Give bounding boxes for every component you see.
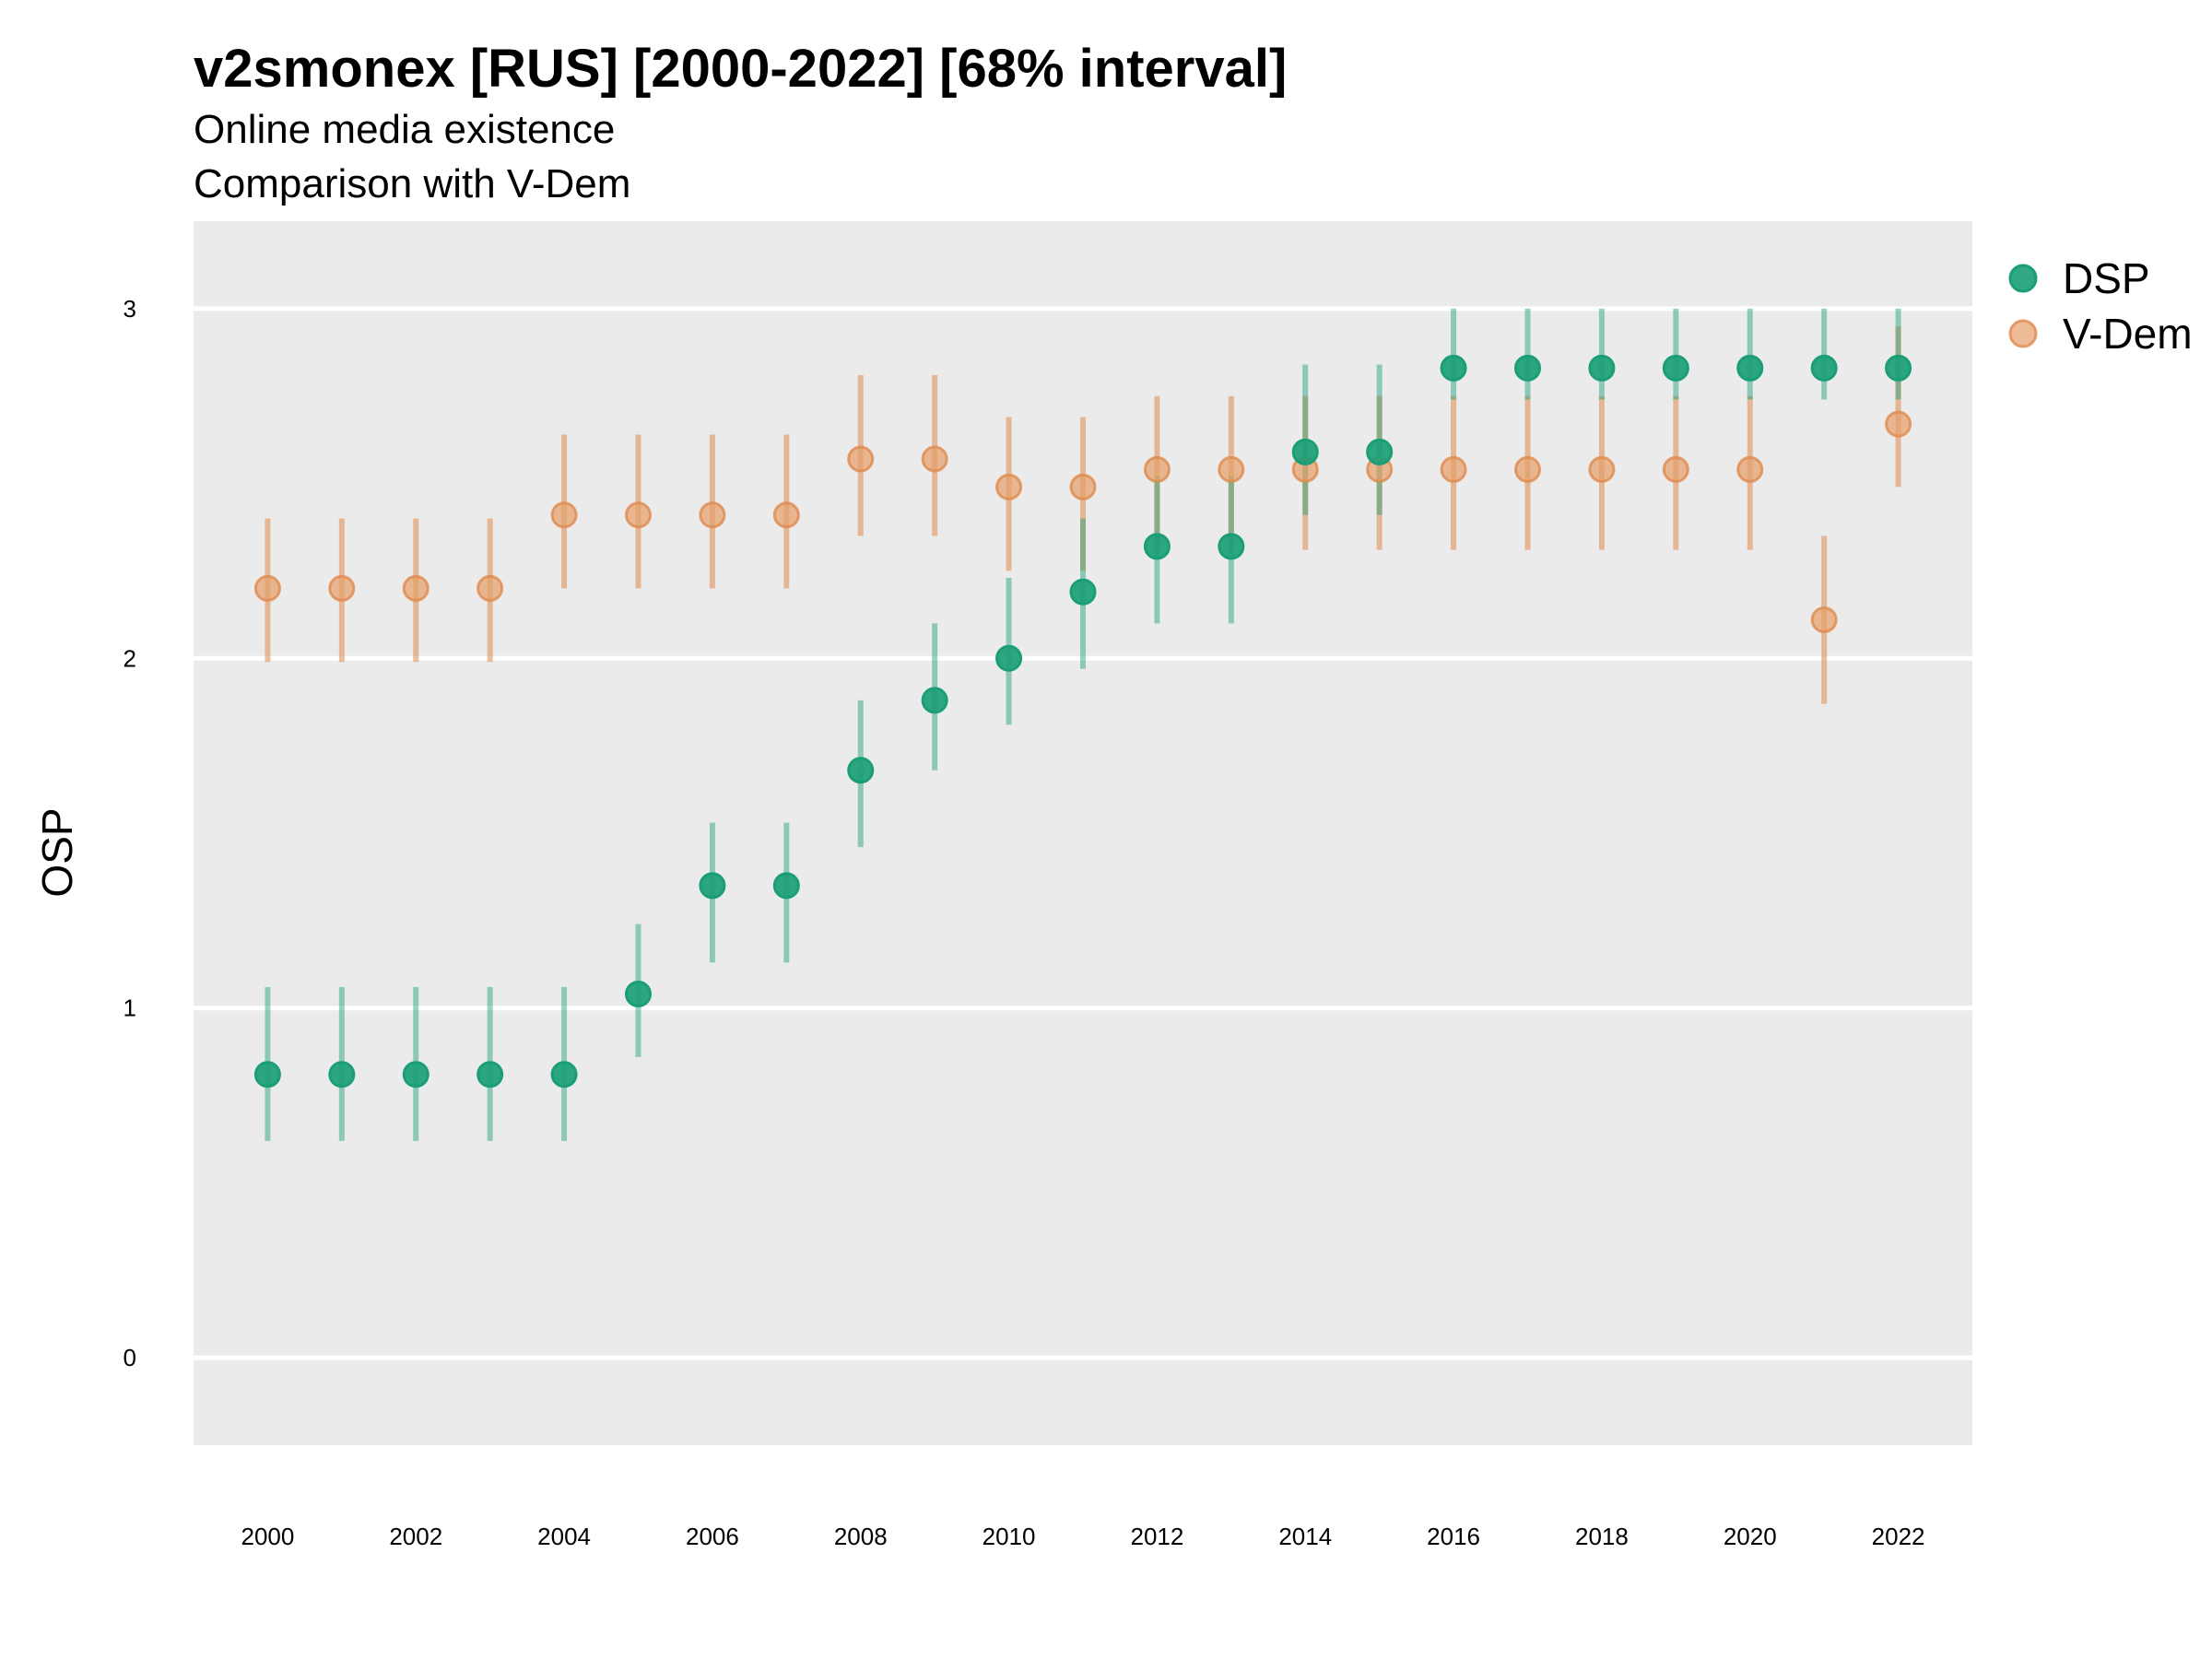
point-dsp-2005 xyxy=(625,981,652,1008)
chart-subtitle-2: Comparison with V-Dem xyxy=(194,161,630,206)
point-vdem-2020 xyxy=(1736,455,1764,483)
point-vdem-2009 xyxy=(921,445,948,473)
point-dsp-2014 xyxy=(1291,438,1319,465)
legend: DSP V-Dem xyxy=(2008,254,2193,358)
point-dsp-2018 xyxy=(1588,354,1616,382)
y-tick-labels: 0 1 2 3 xyxy=(124,295,136,1371)
x-tick-label: 2002 xyxy=(389,1523,442,1550)
y-tick-label: 3 xyxy=(124,295,136,323)
x-tick-label: 2010 xyxy=(982,1523,1036,1550)
point-dsp-2001 xyxy=(328,1061,356,1088)
point-vdem-2003 xyxy=(477,574,504,602)
x-tick-label: 2022 xyxy=(1872,1523,1925,1550)
point-vdem-2016 xyxy=(1440,455,1467,483)
point-vdem-2011 xyxy=(1069,473,1097,500)
point-vdem-2019 xyxy=(1662,455,1689,483)
point-vdem-2007 xyxy=(772,501,800,529)
y-axis-label: OSP xyxy=(33,807,81,897)
plot-panel xyxy=(194,221,1972,1445)
point-dsp-2016 xyxy=(1440,354,1467,382)
point-vdem-2017 xyxy=(1514,455,1541,483)
point-vdem-2021 xyxy=(1810,606,1838,634)
point-vdem-2008 xyxy=(847,445,875,473)
point-dsp-2010 xyxy=(995,644,1023,672)
point-vdem-2018 xyxy=(1588,455,1616,483)
point-dsp-2015 xyxy=(1366,438,1394,465)
point-vdem-2012 xyxy=(1143,455,1171,483)
x-tick-label: 2020 xyxy=(1724,1523,1777,1550)
data-points xyxy=(253,354,1912,1088)
point-dsp-2007 xyxy=(772,872,800,900)
point-dsp-2008 xyxy=(847,757,875,784)
point-dsp-2000 xyxy=(253,1061,281,1088)
point-dsp-2006 xyxy=(699,872,726,900)
y-tick-label: 1 xyxy=(124,994,136,1022)
legend-label-dsp: DSP xyxy=(2063,254,2150,302)
point-dsp-2021 xyxy=(1810,354,1838,382)
legend-marker-vdem xyxy=(2008,319,2038,348)
chart-title: v2smonex [RUS] [2000-2022] [68% interval… xyxy=(194,39,1287,99)
x-tick-label: 2014 xyxy=(1278,1523,1332,1550)
point-dsp-2013 xyxy=(1218,533,1245,560)
x-tick-label: 2006 xyxy=(686,1523,739,1550)
point-vdem-2000 xyxy=(253,574,281,602)
point-vdem-2005 xyxy=(625,501,652,529)
point-dsp-2003 xyxy=(477,1061,504,1088)
y-tick-label: 0 xyxy=(124,1344,136,1371)
point-vdem-2022 xyxy=(1885,410,1912,438)
x-tick-label: 2008 xyxy=(834,1523,888,1550)
point-dsp-2019 xyxy=(1662,354,1689,382)
point-dsp-2009 xyxy=(921,687,948,714)
point-dsp-2020 xyxy=(1736,354,1764,382)
point-vdem-2002 xyxy=(402,574,429,602)
point-vdem-2001 xyxy=(328,574,356,602)
point-vdem-2013 xyxy=(1218,455,1245,483)
x-tick-label: 2004 xyxy=(537,1523,591,1550)
x-tick-label: 2000 xyxy=(241,1523,294,1550)
point-vdem-2004 xyxy=(550,501,578,529)
x-tick-label: 2016 xyxy=(1427,1523,1480,1550)
x-tick-label: 2012 xyxy=(1130,1523,1183,1550)
x-tick-label: 2018 xyxy=(1575,1523,1629,1550)
legend-marker-dsp xyxy=(2008,264,2038,293)
point-dsp-2012 xyxy=(1143,533,1171,560)
point-dsp-2022 xyxy=(1885,354,1912,382)
point-dsp-2011 xyxy=(1069,578,1097,606)
point-dsp-2004 xyxy=(550,1061,578,1088)
point-dsp-2017 xyxy=(1514,354,1541,382)
point-vdem-2006 xyxy=(699,501,726,529)
x-tick-labels: 2000 2002 2004 2006 2008 2010 2012 2014 2016 2018… xyxy=(241,1523,1924,1550)
y-tick-label: 2 xyxy=(124,644,136,672)
point-vdem-2010 xyxy=(995,473,1023,500)
chart-subtitle-1: Online media existence xyxy=(194,107,615,152)
point-dsp-2002 xyxy=(402,1061,429,1088)
legend-label-vdem: V-Dem xyxy=(2063,310,2193,358)
